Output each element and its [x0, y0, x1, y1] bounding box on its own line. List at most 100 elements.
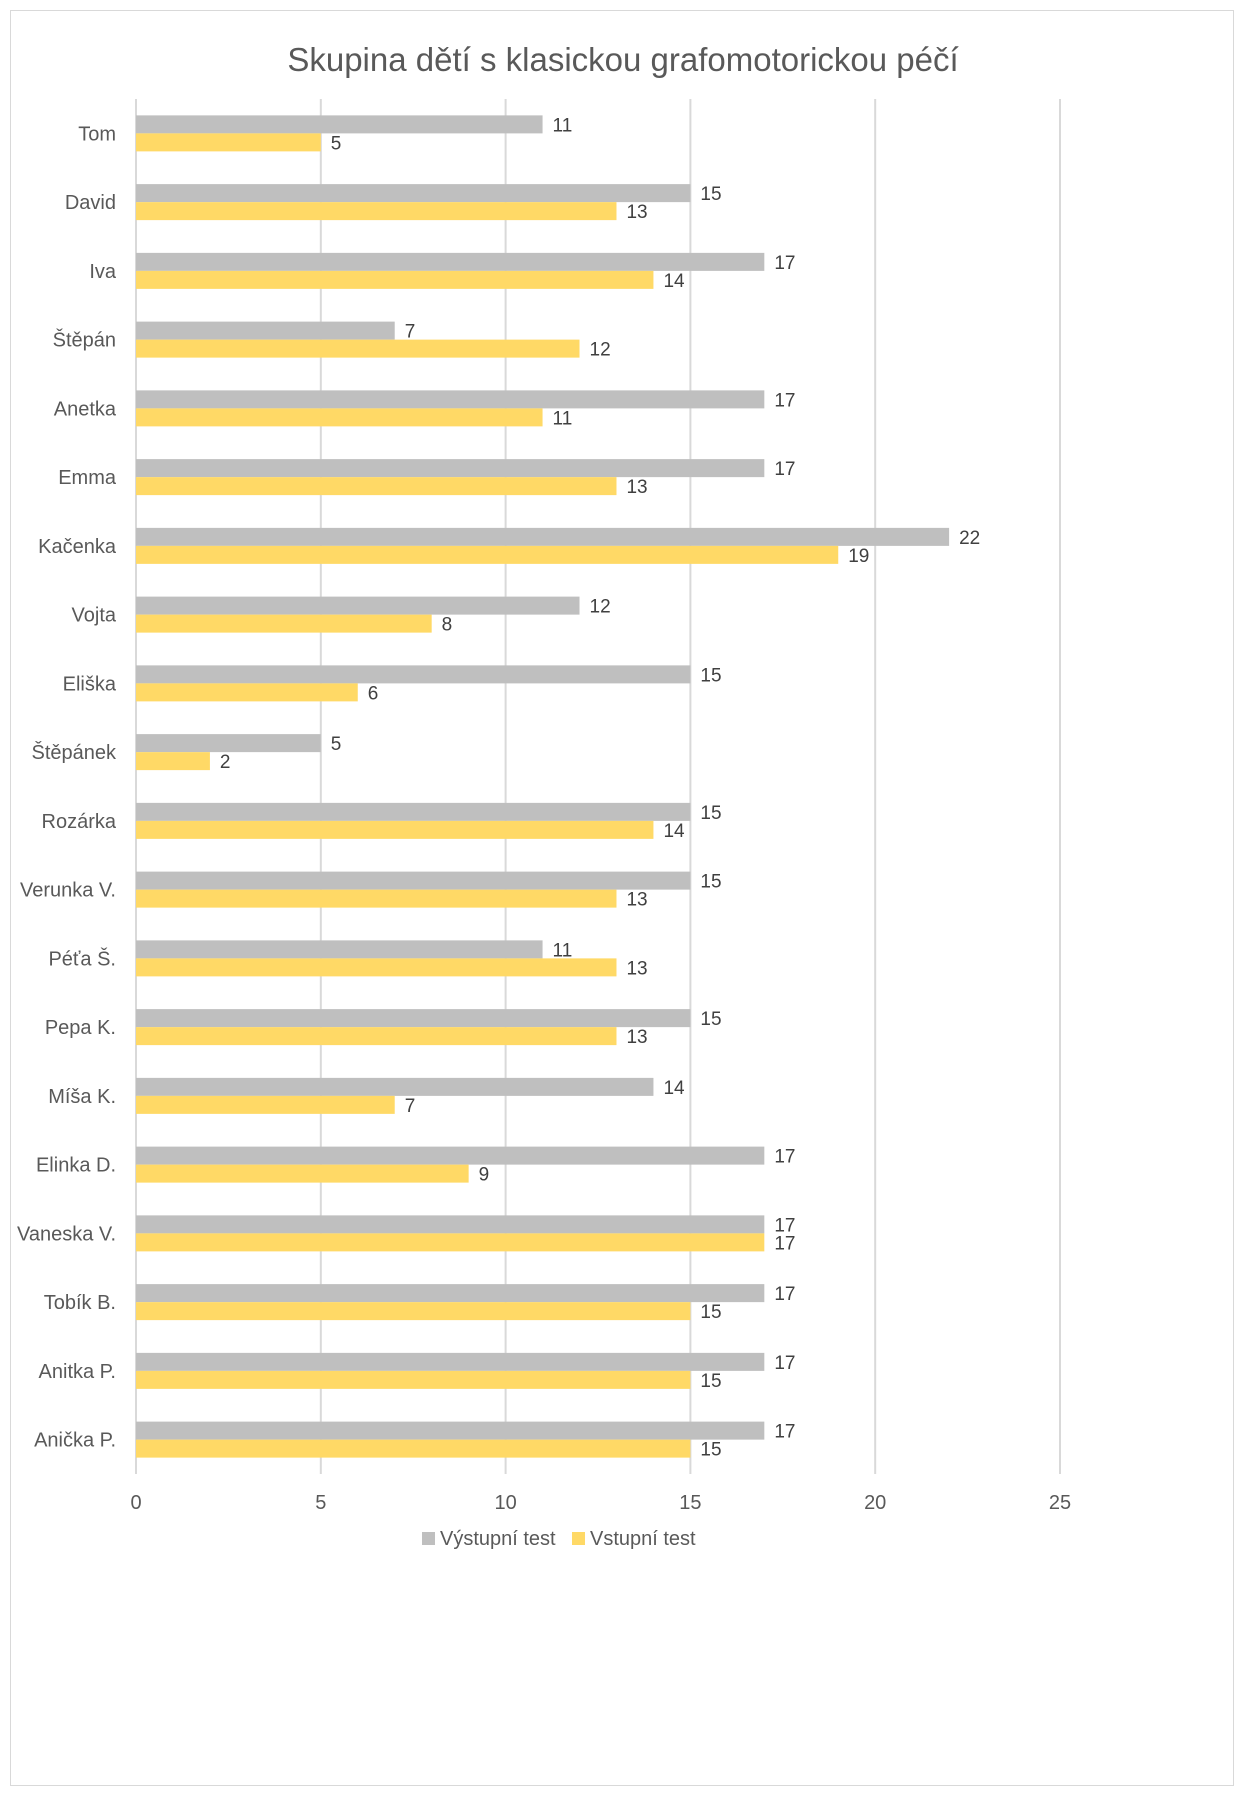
bar-vstupni — [136, 752, 210, 771]
data-label: 15 — [700, 184, 721, 205]
data-label: 17 — [774, 1422, 795, 1443]
bar-vystupni — [136, 459, 765, 478]
category-label: Pepa K. — [45, 1017, 116, 1039]
data-label: 17 — [774, 390, 795, 411]
category-label: Kačenka — [38, 536, 117, 558]
bar-vstupni — [136, 339, 580, 358]
bar-vstupni — [136, 889, 617, 908]
chart-svg: Skupina dětí s klasickou grafomotorickou… — [17, 41, 1071, 1550]
chart-title: Skupina dětí s klasickou grafomotorickou… — [287, 41, 958, 78]
x-axis-tick-labels: 0 5 10 15 20 25 — [130, 1492, 1071, 1514]
bar-vystupni — [136, 115, 543, 134]
x-tick-label: 0 — [130, 1492, 141, 1514]
bar-vystupni — [136, 734, 321, 753]
bar-vstupni — [136, 820, 654, 839]
data-label: 14 — [663, 271, 685, 292]
bar-vstupni — [136, 958, 617, 977]
category-label: Rozárka — [42, 811, 117, 833]
category-label: Vaneska V. — [17, 1223, 116, 1245]
bars-layer — [136, 115, 950, 1458]
bar-vystupni — [136, 1352, 765, 1371]
legend: Výstupní test Vstupní test — [422, 1528, 696, 1550]
bar-vstupni — [136, 408, 543, 427]
bar-vystupni — [136, 802, 691, 821]
category-label: Verunka V. — [20, 880, 116, 902]
data-label: 5 — [331, 734, 342, 755]
data-label: 2 — [220, 752, 231, 773]
data-label: 13 — [626, 958, 647, 979]
data-label: 15 — [700, 665, 721, 686]
data-label: 17 — [774, 253, 795, 274]
bar-vystupni — [136, 1009, 691, 1028]
bar-vstupni — [136, 1233, 765, 1252]
data-label: 5 — [331, 133, 342, 154]
bar-vstupni — [136, 202, 617, 221]
bar-vystupni — [136, 1077, 654, 1096]
bar-vystupni — [136, 1284, 765, 1303]
data-label: 9 — [479, 1165, 490, 1186]
data-label: 22 — [959, 528, 980, 549]
category-label: Míša K. — [48, 1086, 116, 1108]
bar-vystupni — [136, 1215, 765, 1234]
category-labels: Tom David Iva Štěpán Anetka Emma Kačenka Vojta E… — [17, 123, 117, 1451]
category-label: Emma — [58, 467, 117, 489]
bar-vystupni — [136, 596, 580, 615]
bar-vstupni — [136, 270, 654, 289]
bar-vystupni — [136, 321, 395, 340]
legend-swatch — [572, 1532, 585, 1545]
data-label: 6 — [368, 683, 379, 704]
bar-vystupni — [136, 184, 691, 203]
category-label: Štěpán — [53, 329, 116, 352]
data-label: 15 — [700, 1302, 721, 1323]
data-label: 7 — [405, 322, 416, 343]
data-label: 17 — [774, 1147, 795, 1168]
data-label: 7 — [405, 1096, 416, 1117]
data-label: 13 — [626, 1027, 647, 1048]
x-tick-label: 5 — [315, 1492, 326, 1514]
chart-frame: Skupina dětí s klasickou grafomotorickou… — [10, 10, 1234, 1786]
x-tick-label: 15 — [679, 1492, 701, 1514]
category-label: Anetka — [54, 398, 117, 420]
bar-vystupni — [136, 940, 543, 959]
data-label: 15 — [700, 1371, 721, 1392]
data-label: 15 — [700, 803, 721, 824]
category-label: Iva — [89, 261, 117, 283]
category-label: Anitka P. — [39, 1361, 116, 1383]
data-label: 13 — [626, 202, 647, 223]
data-label: 15 — [700, 872, 721, 893]
category-label: Tom — [78, 123, 116, 145]
labels-layer: 11 5 15 13 17 14 7 12 17 11 17 13 22 19 12 8 15 6 5 2 15 14 15… — [220, 115, 980, 1460]
data-label: 15 — [700, 1009, 721, 1030]
grid-layer — [135, 99, 1061, 1474]
data-label: 12 — [590, 340, 611, 361]
bar-vstupni — [136, 1164, 469, 1183]
data-label: 17 — [774, 459, 795, 480]
category-label: Eliška — [63, 673, 117, 695]
bar-vstupni — [136, 1302, 691, 1321]
bar-vstupni — [136, 477, 617, 496]
bar-vystupni — [136, 871, 691, 890]
data-label: 14 — [663, 1078, 685, 1099]
bar-vstupni — [136, 614, 432, 633]
data-label: 19 — [848, 546, 869, 567]
category-label: Vojta — [72, 605, 117, 627]
bar-vstupni — [136, 133, 321, 152]
bar-vstupni — [136, 683, 358, 702]
category-label: Anička P. — [34, 1430, 116, 1452]
legend-swatch — [422, 1532, 435, 1545]
data-label: 15 — [700, 1440, 721, 1461]
data-label: 17 — [774, 1215, 795, 1236]
bar-vstupni — [136, 545, 839, 564]
category-label: Štěpánek — [31, 741, 117, 764]
bar-vstupni — [136, 1027, 617, 1046]
data-label: 17 — [774, 1353, 795, 1374]
data-label: 8 — [442, 615, 453, 636]
data-label: 13 — [626, 477, 647, 498]
data-label: 17 — [774, 1233, 795, 1254]
category-label: Tobík B. — [44, 1292, 116, 1314]
bar-vystupni — [136, 527, 950, 546]
bar-vystupni — [136, 1146, 765, 1165]
bar-vystupni — [136, 390, 765, 409]
x-tick-label: 25 — [1049, 1492, 1071, 1514]
data-label: 11 — [553, 115, 573, 136]
